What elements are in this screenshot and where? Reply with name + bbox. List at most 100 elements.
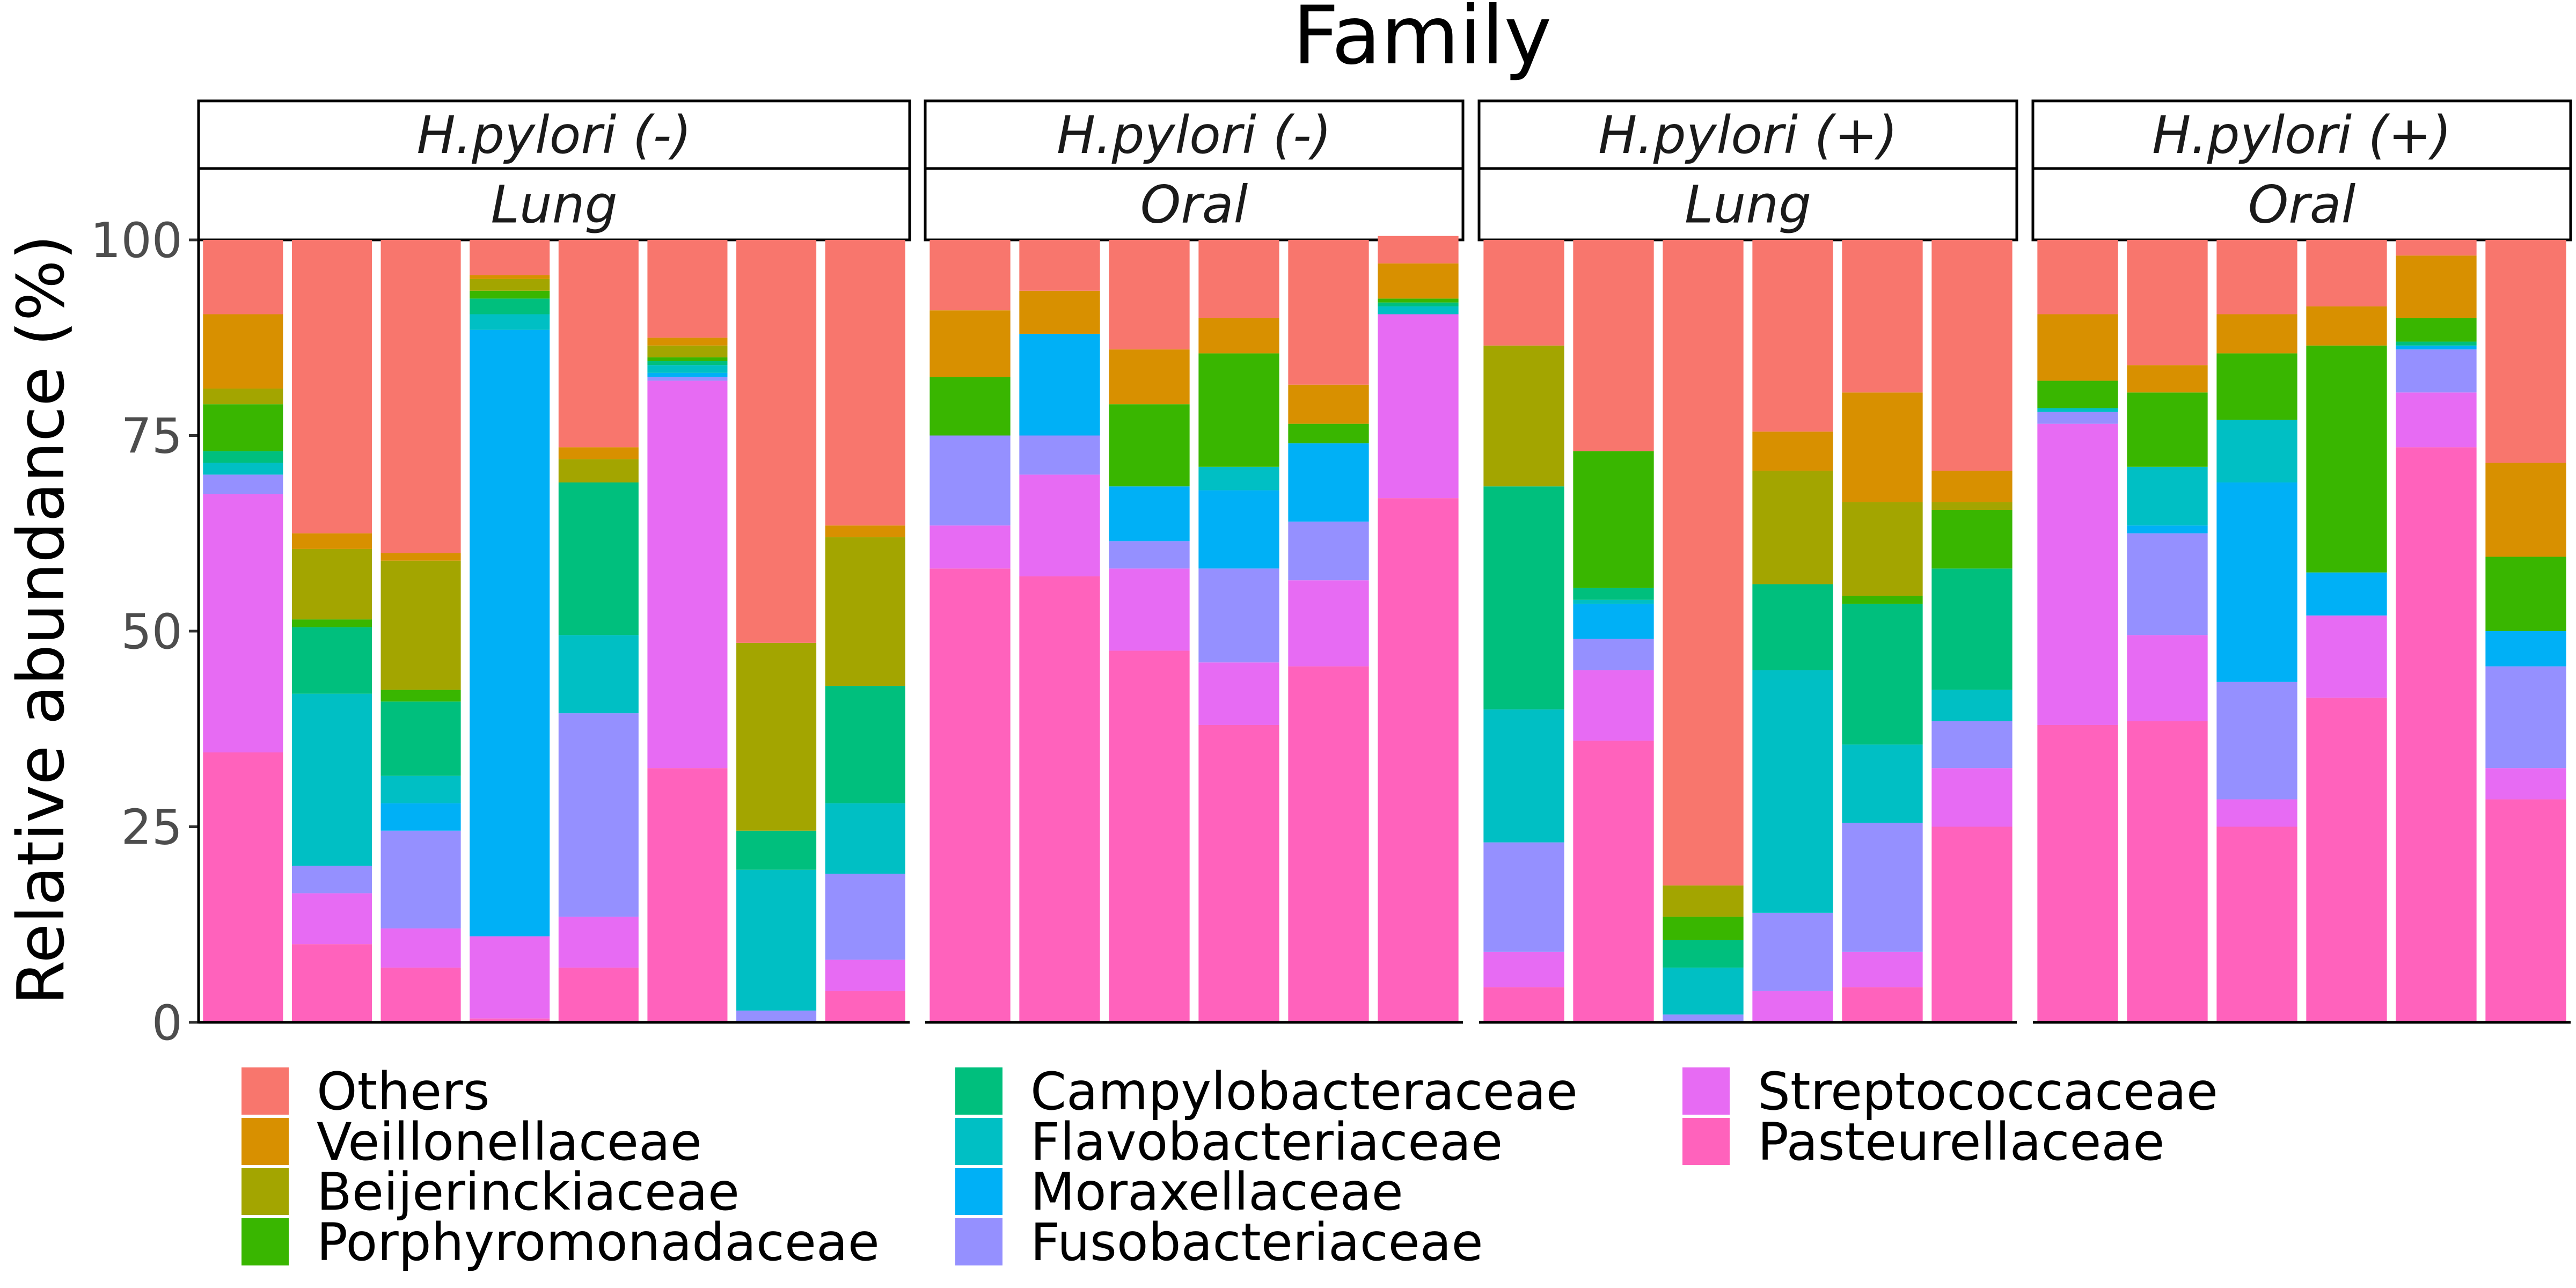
bar-segment-others <box>380 240 461 553</box>
bar-segment-campylobacteraceae <box>203 451 283 463</box>
bar-segment-others <box>2306 240 2387 306</box>
legend: OthersVeillonellaceaeBeijerinckiaceaePor… <box>241 1062 2218 1272</box>
bar-segment-streptococcaceae <box>470 936 550 1019</box>
stacked-bar <box>825 240 905 1022</box>
bar-segment-fusobacteriaceae <box>291 866 372 894</box>
stacked-bar <box>1842 240 1923 1022</box>
bar-segment-pasteurellaceae <box>647 768 728 1022</box>
stacked-bar <box>2216 240 2297 1022</box>
bar-segment-beijerinckiaceae <box>1842 502 1923 596</box>
bar-segment-campylobacteraceae <box>1931 568 2012 690</box>
bar-segment-veillonellaceae <box>1109 349 1190 405</box>
bar-segment-flavobacteriaceae <box>647 365 728 373</box>
bar-segment-others <box>1842 240 1923 393</box>
legend-swatch <box>1682 1118 1730 1165</box>
bar-segment-porphyromonadaceae <box>1198 353 1279 467</box>
bar-segment-flavobacteriaceae <box>1573 599 1654 604</box>
legend-label: Flavobacteriaceae <box>1030 1112 1503 1172</box>
bar-segment-fusobacteriaceae <box>2485 666 2566 769</box>
bar-segment-fusobacteriaceae <box>558 713 639 917</box>
bar-segment-others <box>1019 240 1100 291</box>
bar-segment-porphyromonadaceae <box>647 357 728 361</box>
strip-label-top: H.pylori (+) <box>2152 105 2451 165</box>
legend-label: Others <box>317 1062 490 1122</box>
bar-segment-pasteurellaceae <box>2485 799 2566 1022</box>
bar-segment-beijerinckiaceae <box>825 537 905 686</box>
stacked-bar <box>1752 240 1833 1022</box>
bar-segment-streptococcaceae <box>2396 392 2477 448</box>
bar-segment-streptococcaceae <box>380 928 461 968</box>
bar-segment-fusobacteriaceae <box>1483 842 1564 952</box>
bar-segment-pasteurellaceae <box>558 967 639 1022</box>
legend-item: Beijerinckiaceae <box>241 1162 740 1222</box>
bar-segment-veillonellaceae <box>203 314 283 389</box>
bar-segment-streptococcaceae <box>1288 580 1369 667</box>
bar-segment-pasteurellaceae <box>2306 697 2387 1022</box>
legend-swatch <box>955 1067 1002 1115</box>
bar-segment-pasteurellaceae <box>1109 650 1190 1022</box>
y-axis-title: Relative abundance (%) <box>4 235 79 1005</box>
bar-segment-others <box>736 240 817 643</box>
stacked-bar <box>2037 240 2118 1022</box>
bar-segment-fusobacteriaceae <box>1752 912 1833 991</box>
strip-top-box <box>2031 99 2572 170</box>
facet-panel: H.pylori (-) Lung <box>197 99 911 1024</box>
stacked-bar <box>736 240 817 1022</box>
stacked-bar <box>1198 240 1279 1022</box>
bar-segment-flavobacteriaceae <box>1752 670 1833 913</box>
stacked-bar <box>1288 240 1369 1022</box>
bar-segment-pasteurellaceae <box>2037 724 2118 1022</box>
legend-item: Veillonellaceae <box>241 1112 702 1172</box>
facet-panel: H.pylori (-) Oral <box>924 99 1465 1024</box>
bar-segment-others <box>1288 240 1369 385</box>
strip-bottom-box <box>2031 167 2572 241</box>
facet-panel: H.pylori (+) Oral <box>2031 99 2572 1024</box>
y-tick-label: 0 <box>152 995 182 1051</box>
bar-segment-pasteurellaceae <box>1198 724 1279 1022</box>
bar-segment-pasteurellaceae <box>930 568 1011 1022</box>
bar-segment-flavobacteriaceae <box>1483 709 1564 843</box>
bar-segment-streptococcaceae <box>1842 952 1923 987</box>
bar-segment-moraxellaceae <box>647 372 728 377</box>
bar-segment-others <box>470 240 550 275</box>
bar-segment-fusobacteriaceae <box>380 830 461 929</box>
bar-segment-others <box>291 240 372 533</box>
bar-segment-streptococcaceae <box>1483 952 1564 987</box>
bar-segment-veillonellaceae <box>558 447 639 459</box>
bar-segment-pasteurellaceae <box>1378 498 1459 1022</box>
bar-segment-moraxellaceae <box>1198 490 1279 569</box>
bar-segment-beijerinckiaceae <box>291 548 372 620</box>
bar-segment-fusobacteriaceae <box>1198 568 1279 663</box>
y-tick-label: 100 <box>90 213 182 269</box>
bar-segment-veillonellaceae <box>2216 314 2297 354</box>
stacked-bar <box>1378 236 1459 1022</box>
bar-segment-pasteurellaceae <box>1483 987 1564 1022</box>
bar-segment-pasteurellaceae <box>470 1018 550 1022</box>
bar-segment-campylobacteraceae <box>1483 486 1564 709</box>
bar-segment-streptococcaceae <box>930 525 1011 569</box>
bar-segment-streptococcaceae <box>1573 670 1654 741</box>
bar-segment-others <box>558 240 639 448</box>
bar-segment-pasteurellaceae <box>2396 447 2477 1022</box>
bar-segment-veillonellaceae <box>2396 255 2477 318</box>
legend-swatch <box>241 1218 289 1265</box>
bar-segment-fusobacteriaceae <box>203 474 283 494</box>
bar-segment-porphyromonadaceae <box>1842 596 1923 604</box>
bar-segment-veillonellaceae <box>1378 263 1459 299</box>
bar-segment-porphyromonadaceae <box>203 404 283 451</box>
bar-segment-moraxellaceae <box>1288 443 1369 522</box>
bar-segment-pasteurellaceae <box>1573 741 1654 1022</box>
bar-segment-streptococcaceae <box>1752 991 1833 1022</box>
bar-segment-moraxellaceae <box>380 803 461 831</box>
bar-segment-pasteurellaceae <box>1019 576 1100 1022</box>
bar-segment-pasteurellaceae <box>2127 721 2208 1022</box>
bar-segment-porphyromonadaceae <box>1288 423 1369 444</box>
bar-segment-others <box>930 240 1011 311</box>
bar-segment-beijerinckiaceae <box>1931 502 2012 510</box>
bar-segment-campylobacteraceae <box>380 701 461 776</box>
legend-swatch <box>955 1218 1002 1265</box>
legend-item: Fusobacteriaceae <box>955 1212 1483 1272</box>
stacked-bar <box>1663 240 1744 1022</box>
bar-segment-pasteurellaceae <box>1288 666 1369 1022</box>
